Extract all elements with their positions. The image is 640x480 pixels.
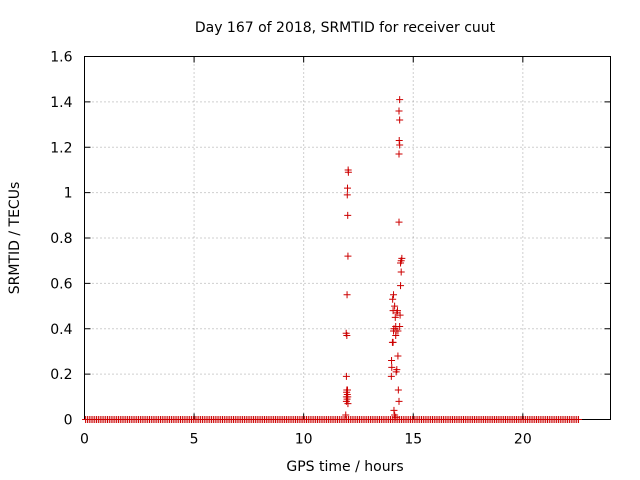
data-point [395, 150, 403, 158]
data-point [398, 254, 406, 262]
data-point [396, 322, 404, 330]
x-tick-label: 5 [190, 432, 199, 448]
data-point [389, 338, 397, 346]
y-tick-label: 0.4 [50, 322, 72, 338]
y-tick-label: 0.6 [50, 276, 72, 292]
data-point [344, 252, 352, 260]
y-tick-label: 1.2 [50, 140, 72, 156]
data-point [344, 184, 351, 192]
data-point [392, 413, 400, 421]
data-point [395, 107, 403, 115]
data-point [387, 372, 395, 380]
data-point [388, 357, 396, 365]
x-tick-label: 20 [514, 432, 532, 448]
y-tick-label: 0 [64, 413, 73, 429]
y-tick-label: 0.8 [50, 231, 72, 247]
data-point [397, 282, 405, 290]
y-axis-label: SRMTID / TECUs [7, 182, 23, 295]
data-point [394, 386, 402, 394]
data-point [343, 191, 351, 199]
plot-frame [84, 56, 611, 420]
data-point [344, 168, 352, 176]
data-point [391, 313, 399, 321]
data-point [343, 291, 351, 299]
x-tick-labels: 0 5 10 15 20 [80, 432, 532, 448]
data-point [394, 327, 402, 335]
data-point [391, 302, 399, 310]
data-point [396, 96, 404, 104]
data-point [342, 411, 350, 419]
data-point [344, 400, 352, 408]
data-point [394, 352, 402, 360]
data-point [344, 386, 351, 394]
y-tick-label: 1.4 [50, 95, 72, 111]
y-tick-label: 1.6 [50, 50, 72, 66]
data-point [389, 295, 397, 303]
data-point [343, 332, 351, 340]
chart-title: Day 167 of 2018, SRMTID for receiver cuu… [195, 20, 496, 36]
data-point [390, 291, 398, 299]
data-point [396, 311, 404, 319]
data-point [390, 406, 398, 414]
data-point [396, 116, 404, 124]
data-point [342, 372, 350, 380]
data-point [344, 211, 352, 219]
x-tick-label: 0 [80, 432, 89, 448]
grid-lines [84, 56, 611, 420]
data-point [344, 393, 352, 401]
y-tick-label: 0.2 [50, 367, 72, 383]
data-point [393, 366, 401, 374]
x-tick-label: 15 [404, 432, 422, 448]
data-point [395, 397, 403, 405]
data-point [395, 218, 403, 226]
data-point [395, 136, 403, 144]
data-points [82, 96, 583, 423]
data-point [388, 363, 396, 371]
y-tick-labels: 0 0.2 0.4 0.6 0.8 1 1.2 1.4 1.6 [50, 50, 72, 429]
data-point [393, 307, 401, 315]
axis-ticks [84, 56, 611, 420]
x-axis-label: GPS time / hours [286, 459, 403, 475]
y-tick-label: 1 [64, 186, 73, 202]
data-point [575, 416, 583, 423]
data-point [397, 268, 405, 276]
x-tick-label: 10 [295, 432, 313, 448]
